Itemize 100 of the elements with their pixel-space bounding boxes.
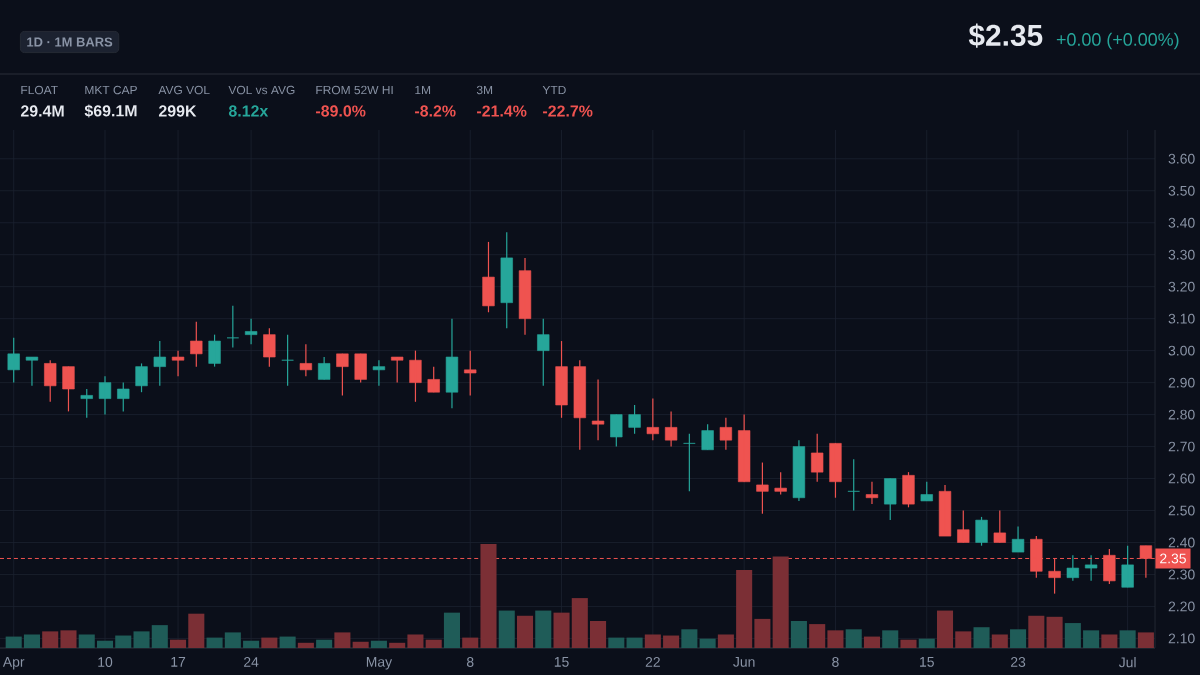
candlestick: [591, 378, 605, 441]
candlestick: [500, 231, 513, 329]
bar: [936, 610, 954, 649]
x-tick-label: Jul: [1118, 657, 1136, 668]
bar: [827, 630, 844, 649]
candlestick: [464, 350, 477, 396]
bar: [955, 631, 972, 649]
bar: [480, 544, 497, 649]
y-tick-label: 2.10: [1168, 633, 1195, 644]
candlestick: [664, 410, 678, 448]
candlestick: [884, 477, 897, 521]
bar: [23, 634, 40, 649]
candlestick: [354, 353, 367, 384]
x-tick-label: 23: [1010, 657, 1026, 667]
candlestick: [957, 509, 970, 544]
bar: [717, 634, 734, 649]
text: $2.35: [968, 23, 1043, 48]
candlestick: [409, 350, 422, 403]
bar: [590, 620, 607, 649]
bar: [206, 637, 223, 649]
candlestick: [738, 413, 751, 483]
bar: [407, 634, 424, 649]
candlestick: [1121, 545, 1134, 588]
x-tick-label: May: [366, 657, 393, 670]
bar: [425, 639, 442, 649]
bar: [900, 639, 917, 649]
candlestick: [80, 388, 93, 419]
text: FROM 52W HI: [316, 85, 393, 95]
candlestick: [153, 340, 166, 387]
candlestick: [719, 417, 733, 451]
bar: [608, 637, 625, 649]
text: 3M: [476, 85, 493, 95]
bar: [297, 642, 314, 649]
bar: [991, 634, 1008, 649]
bar: [60, 630, 77, 649]
text: -8.2%: [415, 105, 456, 117]
x-tick-label: 24: [244, 657, 259, 667]
text: +0.00 (+0.00%): [1056, 32, 1179, 50]
bar: [352, 641, 369, 649]
text: YTD: [542, 85, 566, 95]
bar: [133, 631, 150, 649]
text: 1M: [415, 85, 431, 95]
y-tick-label: 3.20: [1168, 281, 1195, 292]
bar: [5, 636, 22, 649]
bar: [644, 634, 661, 649]
bar: [151, 625, 168, 649]
candlestick: [117, 382, 130, 412]
text: -21.4%: [477, 105, 527, 117]
bar: [809, 624, 826, 649]
bar: [261, 637, 278, 649]
bar: [188, 613, 205, 649]
text: $69.1M: [84, 104, 137, 118]
bar: [443, 612, 460, 649]
bar: [243, 640, 260, 649]
candlestick: [482, 241, 495, 313]
y-tick-label: 2.80: [1168, 409, 1195, 420]
y-tick-label: 2.50: [1168, 505, 1195, 516]
candlestick: [701, 423, 714, 451]
x-tick-label: Jun: [733, 657, 755, 667]
bar: [389, 642, 406, 649]
candlestick: [372, 359, 386, 387]
bar: [115, 635, 132, 649]
candlestick: [391, 356, 404, 384]
bar: [663, 635, 680, 649]
bar: [699, 638, 716, 649]
y-tick-label: 3.60: [1168, 153, 1195, 164]
y-tick-label: 3.40: [1168, 217, 1195, 228]
candlestick: [427, 366, 440, 393]
text: 299K: [158, 105, 197, 117]
x-tick-label: 17: [171, 657, 186, 667]
bar: [498, 610, 515, 649]
text: AVG VOL: [158, 85, 210, 95]
candlestick: [811, 433, 824, 483]
bar: [772, 556, 789, 649]
x-tick-label: 8: [466, 657, 474, 667]
bar: [863, 636, 881, 649]
candlestick: [920, 481, 933, 502]
x-tick-label: 8: [832, 657, 839, 667]
bar: [1028, 615, 1045, 649]
candlestick: [902, 471, 915, 508]
bar: [571, 598, 588, 649]
candlestick: [44, 359, 57, 403]
y-tick-label: 3.10: [1168, 313, 1195, 324]
y-tick-label: 2.20: [1168, 601, 1195, 612]
bar: [918, 638, 935, 649]
bar: [736, 570, 753, 649]
bar: [370, 640, 387, 649]
candlestick: [208, 334, 221, 368]
candlestick: [244, 318, 258, 345]
x-tick-label: 22: [645, 657, 660, 667]
candlestick: [445, 318, 459, 409]
bar: [279, 636, 296, 649]
x-tick-label: 15: [920, 657, 934, 667]
bar: [626, 637, 643, 649]
bar: [1083, 630, 1100, 649]
candlestick: [62, 366, 75, 412]
candlestick: [646, 398, 659, 441]
bar: [516, 615, 534, 649]
candlestick: [555, 340, 568, 419]
bar: [334, 632, 351, 649]
